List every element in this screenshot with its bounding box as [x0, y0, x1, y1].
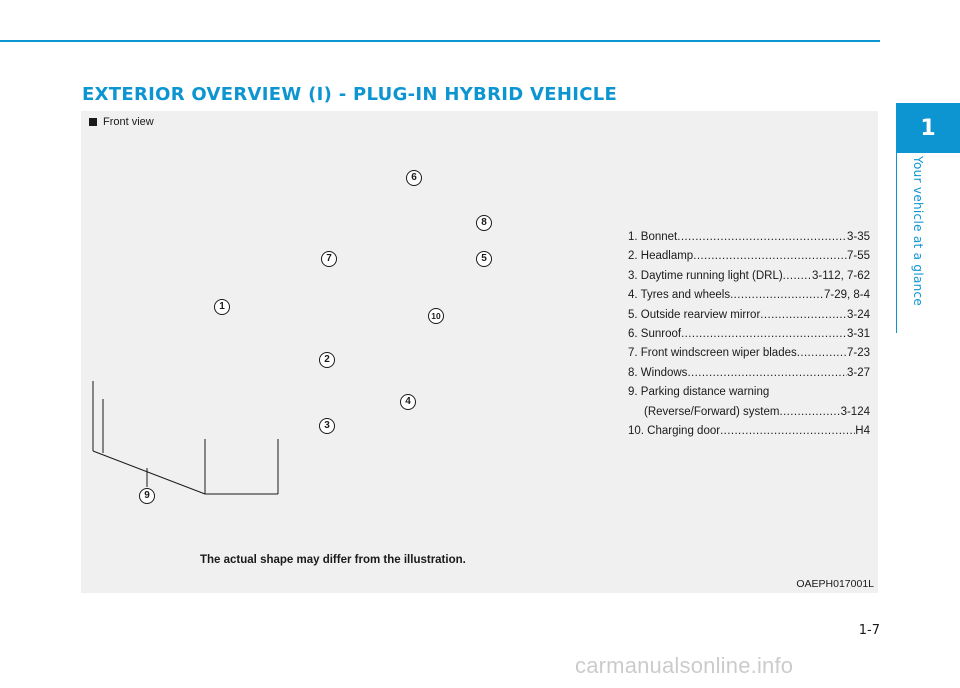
figure-panel — [81, 111, 878, 593]
part-name: 2. Headlamp — [628, 250, 694, 263]
part-name: 4. Tyres and wheels — [628, 289, 731, 302]
callout-4: 4 — [400, 394, 416, 410]
callout-1: 1 — [214, 299, 230, 315]
list-item: 9. Parking distance warning — [628, 383, 870, 402]
list-item: 1. Bonnet 3-35 — [628, 228, 870, 247]
list-item: 2. Headlamp 7-55 — [628, 247, 870, 266]
list-item: 10. Charging door H4 — [628, 422, 870, 441]
callout-9: 9 — [139, 488, 155, 504]
part-name: 6. Sunroof — [628, 328, 682, 341]
chapter-tab-divider — [896, 153, 897, 333]
callout-7: 7 — [321, 251, 337, 267]
callout-10: 10 — [428, 308, 444, 324]
callout-5: 5 — [476, 251, 492, 267]
page-title: EXTERIOR OVERVIEW (I) - PLUG-IN HYBRID V… — [82, 84, 618, 105]
part-page[interactable]: 3-124 — [840, 405, 870, 418]
leader-line — [92, 450, 206, 495]
illustration-disclaimer: The actual shape may differ from the ill… — [200, 554, 466, 566]
part-name-sub: (Reverse/Forward) system — [644, 405, 780, 418]
list-item: 8. Windows 3-27 — [628, 364, 870, 383]
callout-2: 2 — [319, 352, 335, 368]
part-page[interactable]: 3-112, 7-62 — [812, 269, 870, 282]
part-name: 5. Outside rearview mirror — [628, 308, 761, 321]
part-page[interactable]: 3-27 — [846, 366, 870, 379]
list-item: 4. Tyres and wheels 7-29, 8-4 — [628, 286, 870, 305]
view-label-text: Front view — [103, 116, 154, 128]
chapter-tab-label[interactable]: Your vehicle at a glance — [911, 156, 925, 307]
parts-list: 1. Bonnet 3-35 2. Headlamp 7-55 3. Daytime… — [628, 228, 870, 441]
callout-6: 6 — [406, 170, 422, 186]
part-name: 7. Front windscreen wiper blades — [628, 347, 797, 360]
part-name: 9. Parking distance warning — [628, 386, 770, 399]
list-item: 6. Sunroof 3-31 — [628, 325, 870, 344]
part-name: 3. Daytime running light (DRL) — [628, 269, 783, 282]
part-page[interactable]: 7-29, 8-4 — [823, 289, 870, 302]
vehicle-illustration — [92, 381, 279, 495]
list-item: 7. Front windscreen wiper blades 7-23 — [628, 344, 870, 363]
part-name: 10. Charging door — [628, 425, 721, 438]
view-label: Front view — [89, 116, 154, 128]
part-page[interactable]: 3-35 — [846, 231, 870, 243]
header-rule — [0, 40, 880, 42]
image-code: OAEPH017001L — [796, 578, 874, 590]
part-page[interactable]: 3-31 — [846, 328, 870, 341]
part-name: 1. Bonnet — [628, 231, 678, 243]
part-page[interactable]: H4 — [855, 425, 870, 438]
part-name: 8. Windows — [628, 366, 688, 379]
list-item-continuation: (Reverse/Forward) system 3-124 — [628, 403, 870, 422]
chapter-tab-number[interactable]: 1 — [896, 103, 960, 153]
square-bullet-icon — [89, 118, 97, 126]
callout-3: 3 — [319, 418, 335, 434]
part-page[interactable]: 3-24 — [846, 308, 870, 321]
page-number: 1-7 — [858, 623, 880, 638]
callout-8: 8 — [476, 215, 492, 231]
part-page[interactable]: 7-23 — [846, 347, 870, 360]
list-item: 5. Outside rearview mirror 3-24 — [628, 306, 870, 325]
part-page[interactable]: 7-55 — [846, 250, 870, 263]
list-item: 3. Daytime running light (DRL) 3-112, 7-6… — [628, 267, 870, 286]
watermark: carmanualsonline.info — [575, 653, 794, 678]
